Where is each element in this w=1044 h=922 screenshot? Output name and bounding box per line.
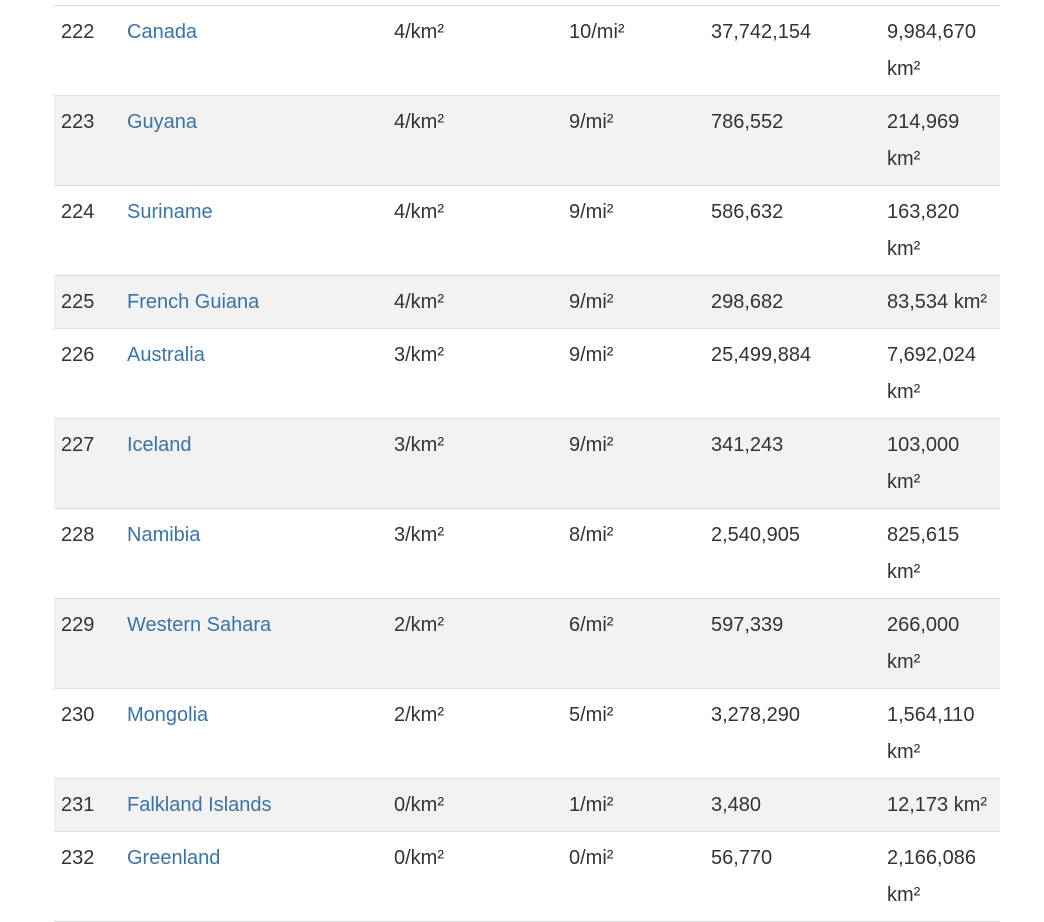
density-mi-cell: 8/mi²: [562, 508, 704, 599]
population-cell: 341,243: [704, 418, 880, 509]
country-cell: Suriname: [120, 185, 387, 276]
area-cell: 12,173 km²: [880, 778, 1000, 832]
density-km-cell: 0/km²: [387, 831, 562, 922]
country-link[interactable]: Australia: [127, 344, 205, 366]
area-cell: 163,820 km²: [880, 185, 1000, 276]
country-cell: Iceland: [120, 418, 387, 509]
rank-cell: 231: [54, 778, 120, 832]
country-cell: Greenland: [120, 831, 387, 922]
density-mi-cell: 9/mi²: [562, 275, 704, 329]
table-row: 224 Suriname 4/km² 9/mi² 586,632 163,820…: [54, 185, 1000, 276]
rank-cell: 224: [54, 185, 120, 276]
country-link[interactable]: Canada: [127, 21, 198, 43]
area-cell: 7,692,024 km²: [880, 328, 1000, 419]
area-cell: 2,166,086 km²: [880, 831, 1000, 922]
table-row: 230 Mongolia 2/km² 5/mi² 3,278,290 1,564…: [54, 688, 1000, 779]
density-mi-cell: 1/mi²: [562, 778, 704, 832]
density-mi-cell: 9/mi²: [562, 95, 704, 186]
rank-cell: 225: [54, 275, 120, 329]
country-cell: Falkland Islands: [120, 778, 387, 832]
table-row: 222 Canada 4/km² 10/mi² 37,742,154 9,984…: [54, 6, 1000, 96]
area-cell: 1,564,110 km²: [880, 688, 1000, 779]
population-cell: 298,682: [704, 275, 880, 329]
table-row: 226 Australia 3/km² 9/mi² 25,499,884 7,6…: [54, 328, 1000, 419]
population-cell: 597,339: [704, 598, 880, 689]
area-cell: 825,615 km²: [880, 508, 1000, 599]
country-cell: Mongolia: [120, 688, 387, 779]
country-cell: Guyana: [120, 95, 387, 186]
rank-cell: 227: [54, 418, 120, 509]
rank-cell: 229: [54, 598, 120, 689]
country-cell: Australia: [120, 328, 387, 419]
rank-cell: 232: [54, 831, 120, 922]
rank-cell: 230: [54, 688, 120, 779]
density-mi-cell: 9/mi²: [562, 418, 704, 509]
density-mi-cell: 10/mi²: [562, 6, 704, 96]
density-km-cell: 4/km²: [387, 185, 562, 276]
population-cell: 2,540,905: [704, 508, 880, 599]
population-cell: 786,552: [704, 95, 880, 186]
population-cell: 586,632: [704, 185, 880, 276]
table-row: 223 Guyana 4/km² 9/mi² 786,552 214,969 k…: [54, 95, 1000, 186]
country-cell: Canada: [120, 6, 387, 96]
population-density-table: 222 Canada 4/km² 10/mi² 37,742,154 9,984…: [54, 6, 1000, 922]
population-cell: 37,742,154: [704, 6, 880, 96]
population-cell: 3,480: [704, 778, 880, 832]
density-mi-cell: 9/mi²: [562, 185, 704, 276]
country-link[interactable]: Namibia: [127, 524, 201, 546]
country-link[interactable]: Guyana: [127, 111, 198, 133]
density-mi-cell: 0/mi²: [562, 831, 704, 922]
table-row: 231 Falkland Islands 0/km² 1/mi² 3,480 1…: [54, 778, 1000, 832]
area-cell: 214,969 km²: [880, 95, 1000, 186]
density-mi-cell: 5/mi²: [562, 688, 704, 779]
density-km-cell: 4/km²: [387, 6, 562, 96]
density-km-cell: 4/km²: [387, 95, 562, 186]
density-km-cell: 3/km²: [387, 328, 562, 419]
country-link[interactable]: Suriname: [127, 201, 213, 223]
area-cell: 83,534 km²: [880, 275, 1000, 329]
table-row: 227 Iceland 3/km² 9/mi² 341,243 103,000 …: [54, 418, 1000, 509]
country-link[interactable]: Mongolia: [127, 704, 209, 726]
density-km-cell: 2/km²: [387, 688, 562, 779]
density-km-cell: 3/km²: [387, 508, 562, 599]
population-cell: 3,278,290: [704, 688, 880, 779]
country-cell: French Guiana: [120, 275, 387, 329]
area-cell: 266,000 km²: [880, 598, 1000, 689]
density-table-container: 222 Canada 4/km² 10/mi² 37,742,154 9,984…: [54, 5, 1000, 922]
area-cell: 103,000 km²: [880, 418, 1000, 509]
rank-cell: 222: [54, 6, 120, 96]
rank-cell: 223: [54, 95, 120, 186]
density-km-cell: 4/km²: [387, 275, 562, 329]
table-row: 229 Western Sahara 2/km² 6/mi² 597,339 2…: [54, 598, 1000, 689]
rank-cell: 226: [54, 328, 120, 419]
table-row: 225 French Guiana 4/km² 9/mi² 298,682 83…: [54, 275, 1000, 329]
density-mi-cell: 6/mi²: [562, 598, 704, 689]
density-km-cell: 2/km²: [387, 598, 562, 689]
country-link[interactable]: Greenland: [127, 847, 221, 869]
population-cell: 25,499,884: [704, 328, 880, 419]
table-row: 228 Namibia 3/km² 8/mi² 2,540,905 825,61…: [54, 508, 1000, 599]
country-link[interactable]: Western Sahara: [127, 614, 272, 636]
country-cell: Namibia: [120, 508, 387, 599]
country-link[interactable]: Falkland Islands: [127, 794, 272, 816]
population-cell: 56,770: [704, 831, 880, 922]
density-km-cell: 3/km²: [387, 418, 562, 509]
country-cell: Western Sahara: [120, 598, 387, 689]
rank-cell: 228: [54, 508, 120, 599]
table-row: 232 Greenland 0/km² 0/mi² 56,770 2,166,0…: [54, 831, 1000, 922]
density-mi-cell: 9/mi²: [562, 328, 704, 419]
density-km-cell: 0/km²: [387, 778, 562, 832]
area-cell: 9,984,670 km²: [880, 6, 1000, 96]
country-link[interactable]: Iceland: [127, 434, 192, 456]
country-link[interactable]: French Guiana: [127, 291, 260, 313]
